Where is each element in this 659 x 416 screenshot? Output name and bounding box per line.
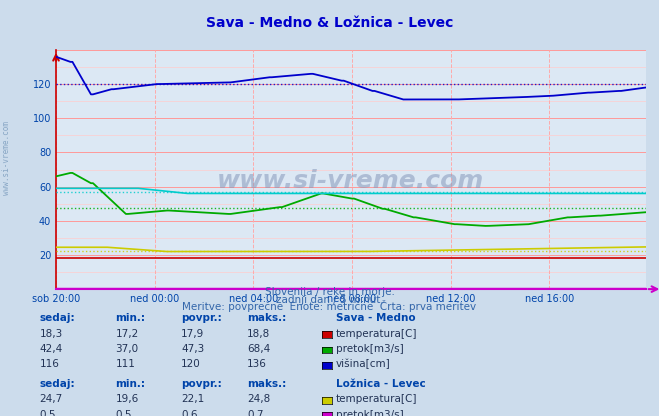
Text: min.:: min.: — [115, 313, 146, 323]
Text: 0,5: 0,5 — [40, 410, 56, 416]
Text: sedaj:: sedaj: — [40, 379, 75, 389]
Text: 37,0: 37,0 — [115, 344, 138, 354]
Text: 0,7: 0,7 — [247, 410, 264, 416]
Text: pretok[m3/s]: pretok[m3/s] — [336, 410, 404, 416]
Text: 18,8: 18,8 — [247, 329, 270, 339]
Text: www.si-vreme.com: www.si-vreme.com — [2, 121, 11, 195]
Text: 17,2: 17,2 — [115, 329, 138, 339]
Text: temperatura[C]: temperatura[C] — [336, 394, 418, 404]
Text: 0,5: 0,5 — [115, 410, 132, 416]
Text: 24,8: 24,8 — [247, 394, 270, 404]
Text: www.si-vreme.com: www.si-vreme.com — [217, 169, 484, 193]
Text: sedaj:: sedaj: — [40, 313, 75, 323]
Text: Sava - Medno & Ložnica - Levec: Sava - Medno & Ložnica - Levec — [206, 16, 453, 30]
Text: povpr.:: povpr.: — [181, 313, 222, 323]
Text: Slovenija / reke in morje.: Slovenija / reke in morje. — [264, 287, 395, 297]
Text: 19,6: 19,6 — [115, 394, 138, 404]
Text: 111: 111 — [115, 359, 135, 369]
Text: višina[cm]: višina[cm] — [336, 359, 391, 369]
Text: povpr.:: povpr.: — [181, 379, 222, 389]
Text: zadnji dan / 5 minut.: zadnji dan / 5 minut. — [275, 295, 384, 305]
Text: 120: 120 — [181, 359, 201, 369]
Text: Ložnica - Levec: Ložnica - Levec — [336, 379, 426, 389]
Text: 42,4: 42,4 — [40, 344, 63, 354]
Text: min.:: min.: — [115, 379, 146, 389]
Text: 18,3: 18,3 — [40, 329, 63, 339]
Text: 17,9: 17,9 — [181, 329, 204, 339]
Text: 22,1: 22,1 — [181, 394, 204, 404]
Text: pretok[m3/s]: pretok[m3/s] — [336, 344, 404, 354]
Text: 136: 136 — [247, 359, 267, 369]
Text: maks.:: maks.: — [247, 313, 287, 323]
Text: maks.:: maks.: — [247, 379, 287, 389]
Text: 0,6: 0,6 — [181, 410, 198, 416]
Text: Meritve: povprečne  Enote: metrične  Črta: prva meritev: Meritve: povprečne Enote: metrične Črta:… — [183, 300, 476, 312]
Text: Sava - Medno: Sava - Medno — [336, 313, 416, 323]
Text: 47,3: 47,3 — [181, 344, 204, 354]
Text: temperatura[C]: temperatura[C] — [336, 329, 418, 339]
Text: 68,4: 68,4 — [247, 344, 270, 354]
Text: 116: 116 — [40, 359, 59, 369]
Text: 24,7: 24,7 — [40, 394, 63, 404]
